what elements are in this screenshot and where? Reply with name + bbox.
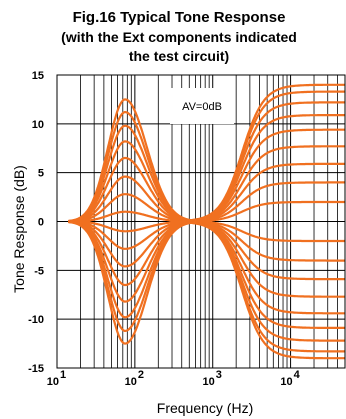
x-tick-exponent: 1 (60, 369, 66, 381)
treble-response-curve (177, 200, 346, 223)
x-tick-exponent: 2 (138, 369, 144, 381)
x-tick-exponent: 3 (216, 369, 222, 381)
x-axis-label: Frequency (Hz) (157, 400, 253, 416)
gain-annotation: AV=0dB (182, 101, 222, 113)
y-tick-label: -10 (28, 314, 44, 326)
x-tick-label: 10 (202, 376, 214, 388)
response-curves (67, 83, 346, 360)
treble-response-curve (177, 145, 346, 223)
bass-response-curve (67, 220, 203, 345)
plot-frame (56, 74, 346, 369)
x-tick-label: 10 (125, 376, 137, 388)
chart-subtitle-line-2: the test circuit) (129, 48, 229, 64)
treble-response-curve (177, 128, 346, 223)
chart-title: Fig.16 Typical Tone Response (73, 9, 286, 26)
y-tick-label: 0 (38, 217, 44, 229)
treble-response-curve (177, 220, 346, 342)
chart-subtitle-line-1: (with the Ext components indicated (61, 29, 297, 45)
y-tick-label: 5 (38, 168, 44, 180)
treble-response-curve (177, 220, 346, 298)
treble-response-curve (177, 220, 346, 315)
y-tick-label: -5 (34, 265, 44, 277)
y-tick-labels: -15 -10 -5 0 5 10 15 (28, 70, 44, 375)
treble-response-curve (177, 220, 346, 360)
y-tick-label: -15 (28, 363, 44, 375)
y-tick-label: 15 (32, 70, 44, 82)
x-tick-label: 10 (47, 376, 59, 388)
y-axis-label: Tone Response (dB) (11, 165, 27, 293)
y-tick-label: 10 (32, 119, 44, 131)
x-tick-label: 10 (280, 376, 292, 388)
annotation-box (170, 88, 234, 124)
x-tick-exponent: 4 (294, 369, 301, 381)
